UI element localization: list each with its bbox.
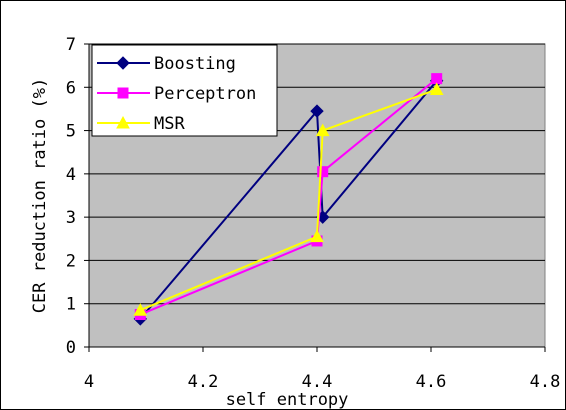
data-point-msr-1 [310, 229, 324, 243]
x-tick-label-4.8: 4.8 [530, 372, 561, 392]
legend-item-msr: MSR [97, 114, 185, 134]
y-tick-label-0: 0 [66, 338, 76, 358]
legend-item-boosting: Boosting [97, 54, 236, 74]
y-tick-label-6: 6 [66, 78, 76, 98]
legend-label-msr: MSR [154, 114, 185, 134]
y-tick-label-3: 3 [66, 208, 76, 228]
data-point-msr-0 [133, 303, 148, 316]
legend-item-perceptron: Perceptron [97, 84, 256, 104]
y-tick-label-7: 7 [66, 35, 76, 55]
x-axis-title: self entropy [226, 390, 349, 410]
y-tick-label-2: 2 [66, 251, 76, 271]
series-msr [133, 82, 444, 316]
legend-marker-boosting [116, 56, 130, 70]
y-tick-label-5: 5 [66, 122, 76, 142]
y-axis-title: CER reduction ratio (%) [30, 78, 50, 313]
legend-marker-perceptron [117, 87, 129, 99]
data-point-perceptron-3 [431, 73, 443, 85]
series-line-perceptron [139, 77, 438, 316]
y-tick-label-4: 4 [66, 165, 76, 185]
series-group [133, 73, 444, 326]
y-tick-label-1: 1 [66, 295, 76, 315]
legend-marker-msr [116, 115, 130, 129]
series-line-msr [139, 88, 438, 312]
data-point-msr-3 [429, 82, 444, 95]
x-tick-label-4.6: 4.6 [416, 372, 447, 392]
x-tick-label-4: 4 [84, 372, 94, 392]
legend-label-perceptron: Perceptron [154, 84, 256, 104]
series-line-boosting [139, 80, 438, 320]
x-tick-label-4.4: 4.4 [302, 372, 333, 392]
legend: Boosting Perceptron MSR [91, 44, 278, 137]
data-point-msr-2 [315, 123, 330, 137]
x-tick-label-4.2: 4.2 [188, 372, 219, 392]
axes: 0 1 2 3 4 5 6 7 4 4.2 4.4 4.6 4.8 [66, 35, 561, 392]
legend-label-boosting: Boosting [154, 54, 236, 74]
data-point-perceptron-2 [317, 166, 329, 178]
data-point-boosting-1 [310, 104, 324, 118]
